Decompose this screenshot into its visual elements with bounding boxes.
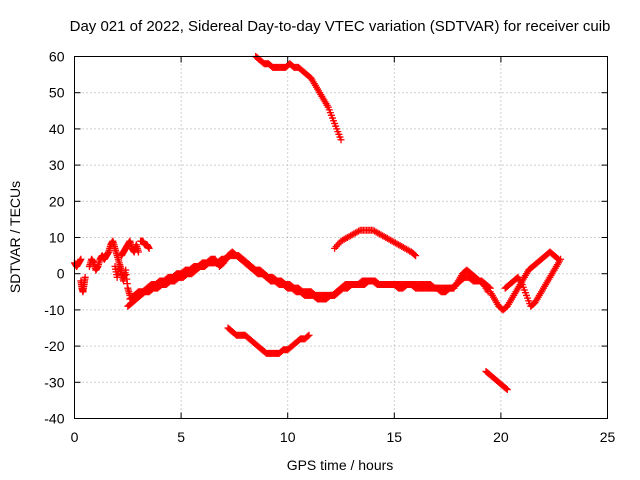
y-tick-label: 10 <box>49 230 65 246</box>
data-point <box>134 248 142 256</box>
series-arc-early-4 <box>111 262 134 299</box>
y-tick-label: 60 <box>49 49 65 65</box>
y-axis-label: SDTVAR / TECUs <box>7 181 23 293</box>
series-late-drop <box>482 367 511 394</box>
y-tick-label: 20 <box>49 193 65 209</box>
series-arc-early-2 <box>77 273 89 296</box>
data-points <box>71 53 565 394</box>
series-upper-mid-arc <box>331 226 420 260</box>
y-tick-label: 0 <box>57 266 65 282</box>
x-tick-label: 20 <box>493 429 509 445</box>
series-main-band-b <box>126 248 492 303</box>
series-late-rise-2 <box>501 255 565 310</box>
data-point <box>355 227 363 235</box>
y-tick-label: -20 <box>44 338 64 354</box>
data-point <box>305 331 313 339</box>
series-late-rise-1 <box>486 248 562 314</box>
data-point <box>502 385 510 393</box>
x-tick-label: 15 <box>387 429 403 445</box>
grid-lines <box>74 56 608 419</box>
data-point <box>77 255 85 263</box>
data-point <box>81 273 89 281</box>
data-point <box>145 244 153 252</box>
series-main-band-a <box>124 252 494 310</box>
y-tick-label: -40 <box>44 411 64 427</box>
series-lower-mid-arc <box>224 324 313 357</box>
chart-title: Day 021 of 2022, Sidereal Day-to-day VTE… <box>70 18 611 35</box>
y-tick-label: -30 <box>44 374 64 390</box>
series-arc-early-6 <box>137 237 153 252</box>
x-tick-label: 0 <box>71 429 79 445</box>
data-point <box>337 136 345 144</box>
x-tick-label: 25 <box>600 429 616 445</box>
y-tick-label: 30 <box>49 157 65 173</box>
series-arc-early-5 <box>117 237 142 260</box>
data-point <box>557 255 565 263</box>
y-tick-label: -10 <box>44 302 64 318</box>
x-tick-label: 10 <box>280 429 296 445</box>
y-tick-label: 40 <box>49 121 65 137</box>
x-tick-label: 5 <box>177 429 185 445</box>
series-arc-early-1 <box>71 255 85 270</box>
data-point <box>503 386 511 394</box>
axis-ticks: 0 5 10 15 20 25 -40 -30 -20 -10 0 10 20 30 40 50 60 <box>44 49 615 446</box>
series-top-arc <box>252 53 345 144</box>
series-arc-early-3 <box>85 237 125 274</box>
y-tick-label: 50 <box>49 85 65 101</box>
data-point <box>304 332 312 340</box>
data-point <box>411 251 419 259</box>
x-axis-label: GPS time / hours <box>287 457 394 473</box>
plot-frame <box>74 56 608 419</box>
data-point <box>412 252 420 260</box>
